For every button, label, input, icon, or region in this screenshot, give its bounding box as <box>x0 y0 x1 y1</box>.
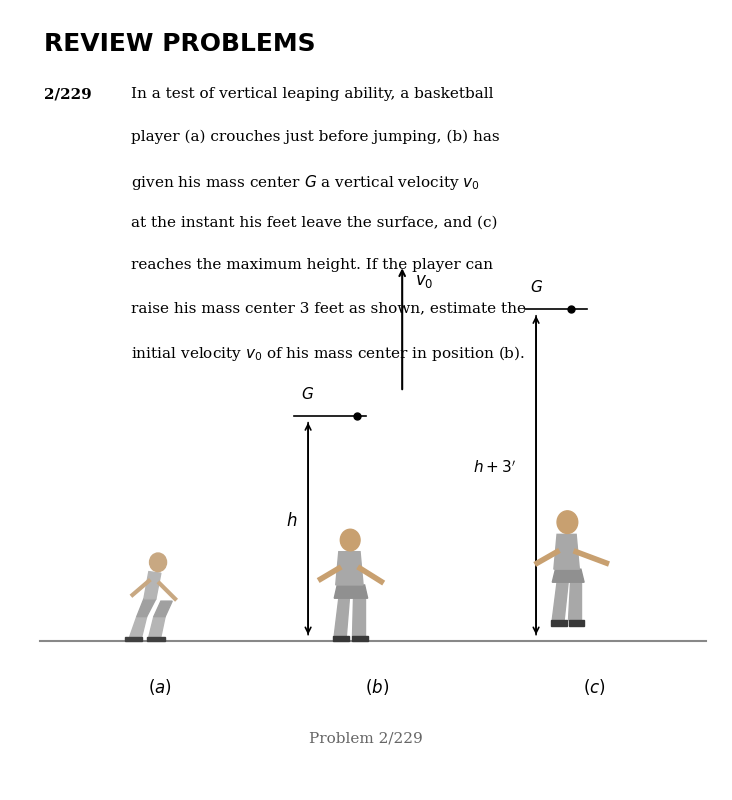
Text: reaches the maximum height. If the player can: reaches the maximum height. If the playe… <box>131 258 493 272</box>
Text: $h$: $h$ <box>286 512 298 530</box>
Polygon shape <box>552 582 568 620</box>
Text: raise his mass center 3 feet as shown, estimate the: raise his mass center 3 feet as shown, e… <box>131 301 526 315</box>
Polygon shape <box>130 617 146 637</box>
Polygon shape <box>569 620 584 626</box>
Text: $(a)$: $(a)$ <box>148 677 171 697</box>
Polygon shape <box>154 601 172 617</box>
Polygon shape <box>554 534 579 569</box>
Polygon shape <box>335 585 367 598</box>
Polygon shape <box>333 636 349 642</box>
Text: $(c)$: $(c)$ <box>583 677 605 697</box>
Polygon shape <box>125 637 142 642</box>
Polygon shape <box>351 636 367 642</box>
Polygon shape <box>335 598 349 636</box>
Polygon shape <box>351 598 365 636</box>
Polygon shape <box>552 569 584 582</box>
Circle shape <box>149 553 167 572</box>
Text: $h + 3'$: $h + 3'$ <box>473 459 516 475</box>
Text: Problem 2/229: Problem 2/229 <box>309 732 423 746</box>
Text: $(b)$: $(b)$ <box>365 677 389 697</box>
Circle shape <box>557 511 578 534</box>
Text: initial velocity $v_0$ of his mass center in position (b).: initial velocity $v_0$ of his mass cente… <box>131 344 525 362</box>
Polygon shape <box>146 637 165 642</box>
Polygon shape <box>336 552 363 585</box>
Text: at the instant his feet leave the surface, and (c): at the instant his feet leave the surfac… <box>131 215 497 230</box>
Text: 2/229: 2/229 <box>44 87 92 102</box>
Polygon shape <box>568 582 581 620</box>
Text: player (a) crouches just before jumping, (b) has: player (a) crouches just before jumping,… <box>131 130 499 145</box>
Circle shape <box>340 530 360 551</box>
Polygon shape <box>550 620 567 626</box>
Text: In a test of vertical leaping ability, a basketball: In a test of vertical leaping ability, a… <box>131 87 493 102</box>
Polygon shape <box>137 598 156 617</box>
Polygon shape <box>149 617 165 637</box>
Text: given his mass center $G$ a vertical velocity $v_0$: given his mass center $G$ a vertical vel… <box>131 173 479 192</box>
Polygon shape <box>144 572 161 598</box>
Text: $G$: $G$ <box>530 278 543 294</box>
Text: $G$: $G$ <box>301 386 314 402</box>
Text: $v_0$: $v_0$ <box>415 274 433 290</box>
Text: REVIEW PROBLEMS: REVIEW PROBLEMS <box>44 32 315 56</box>
